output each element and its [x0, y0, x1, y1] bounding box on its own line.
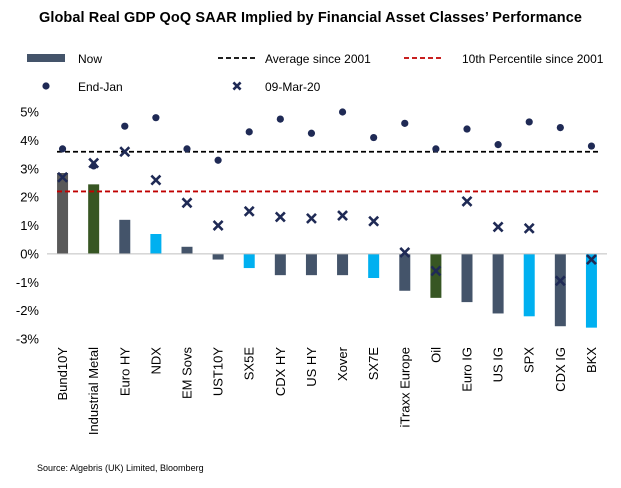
09-mar-20-point: [554, 275, 566, 287]
end-jan-point: [432, 145, 440, 153]
end-jan-point: [370, 133, 378, 142]
y-tick-label: 4%: [20, 133, 39, 148]
x-tick-label: US HY: [304, 347, 319, 387]
legend-swatch-now: [27, 54, 65, 62]
end-jan-point: [121, 122, 129, 130]
end-jan-point: [338, 108, 347, 116]
09-mar-20-point: [430, 265, 442, 277]
end-jan-point: [276, 115, 284, 123]
x-tick-label: SX5E: [242, 347, 257, 381]
x-tick-label: CDX HY: [273, 347, 288, 396]
legend-label-now: Now: [78, 52, 102, 66]
bar-us-ig: [492, 253, 504, 314]
09-mar-20-point: [57, 171, 68, 183]
bar-spx: [523, 253, 535, 317]
09-mar-20-point: [523, 222, 535, 234]
x-tick-label: Industrial Metal: [86, 347, 101, 435]
x-tick-label: CDX IG: [553, 347, 568, 392]
end-jan-point: [58, 145, 67, 153]
end-jan-point: [587, 142, 596, 150]
bar-bund10y: [57, 173, 69, 254]
source-note: Source: Algebris (UK) Limited, Bloomberg: [37, 463, 204, 473]
end-jan-point: [494, 141, 502, 149]
bar-euro-ig: [461, 253, 473, 303]
y-tick-label: -1%: [16, 275, 40, 290]
x-tick-label: Euro IG: [460, 347, 475, 392]
x-tick-label: SX7E: [366, 347, 381, 381]
bar-xover: [337, 253, 349, 276]
09-mar-20-point: [306, 212, 317, 224]
bar-itraxx-europe: [399, 253, 411, 291]
legend-label-09-mar-20: 09-Mar-20: [265, 80, 321, 94]
legend-label-percentile: 10th Percentile since 2001: [462, 52, 604, 66]
09-mar-20-point: [368, 215, 380, 227]
bar-ndx: [150, 234, 162, 254]
09-mar-20-point: [181, 197, 193, 209]
x-tick-label: UST10Y: [211, 347, 226, 396]
chart-title: Global Real GDP QoQ SAAR Implied by Fina…: [38, 10, 583, 26]
bar-euro-hy: [119, 219, 131, 254]
end-jan-point: [214, 156, 222, 164]
x-tick-label: BKX: [584, 347, 599, 373]
bar-us-hy: [305, 253, 317, 276]
end-jan-point: [556, 124, 564, 132]
y-tick-label: 3%: [20, 161, 39, 176]
bar-cdx-hy: [274, 253, 286, 276]
x-tick-label: iTraxx Europe: [397, 347, 412, 427]
legend-label-end-jan: End-Jan: [78, 80, 123, 94]
bar-oil: [430, 253, 442, 298]
bar-cdx-ig: [554, 253, 566, 327]
09-mar-20-point: [586, 254, 597, 265]
y-tick-label: -3%: [16, 332, 40, 347]
legend-swatch-09-mar-20: [232, 81, 242, 91]
legend-label-average: Average since 2001: [265, 52, 371, 66]
y-tick-label: 1%: [20, 218, 39, 233]
bar-em-sovs: [181, 246, 193, 254]
09-mar-20-point: [119, 146, 131, 158]
09-mar-20-point: [88, 157, 100, 169]
end-jan-point: [183, 145, 191, 153]
x-tick-label: Bund10Y: [55, 347, 70, 401]
09-mar-20-point: [399, 247, 411, 258]
09-mar-20-point: [492, 221, 504, 233]
y-tick-label: 2%: [20, 190, 39, 205]
x-tick-label: Xover: [335, 346, 350, 381]
legend-swatch-end-jan: [42, 82, 50, 90]
end-jan-point: [245, 128, 253, 136]
end-jan-point: [525, 118, 533, 126]
end-jan-point: [152, 114, 160, 122]
end-jan-point: [401, 119, 409, 127]
09-mar-20-point: [150, 174, 162, 186]
y-tick-label: 0%: [20, 246, 39, 261]
y-tick-label: 5%: [20, 105, 39, 120]
end-jan-point: [463, 125, 471, 133]
bar-sx5e: [243, 253, 255, 269]
y-tick-label: -2%: [16, 303, 40, 318]
x-tick-label: US IG: [491, 347, 506, 382]
bar-ust10y: [212, 253, 224, 260]
bar-industrial-metal: [88, 184, 100, 254]
x-tick-label: Oil: [428, 347, 443, 363]
09-mar-20-point: [274, 211, 286, 223]
end-jan-point: [307, 129, 316, 137]
09-mar-20-point: [337, 210, 348, 222]
09-mar-20-point: [461, 195, 473, 207]
x-tick-label: SPX: [522, 347, 537, 373]
x-tick-label: NDX: [148, 347, 163, 375]
09-mar-20-point: [243, 205, 255, 217]
bar-bkx: [585, 253, 597, 328]
x-tick-label: Euro HY: [117, 347, 132, 396]
bar-sx7e: [368, 253, 380, 278]
09-mar-20-point: [212, 220, 224, 231]
x-tick-label: EM Sovs: [180, 347, 195, 400]
